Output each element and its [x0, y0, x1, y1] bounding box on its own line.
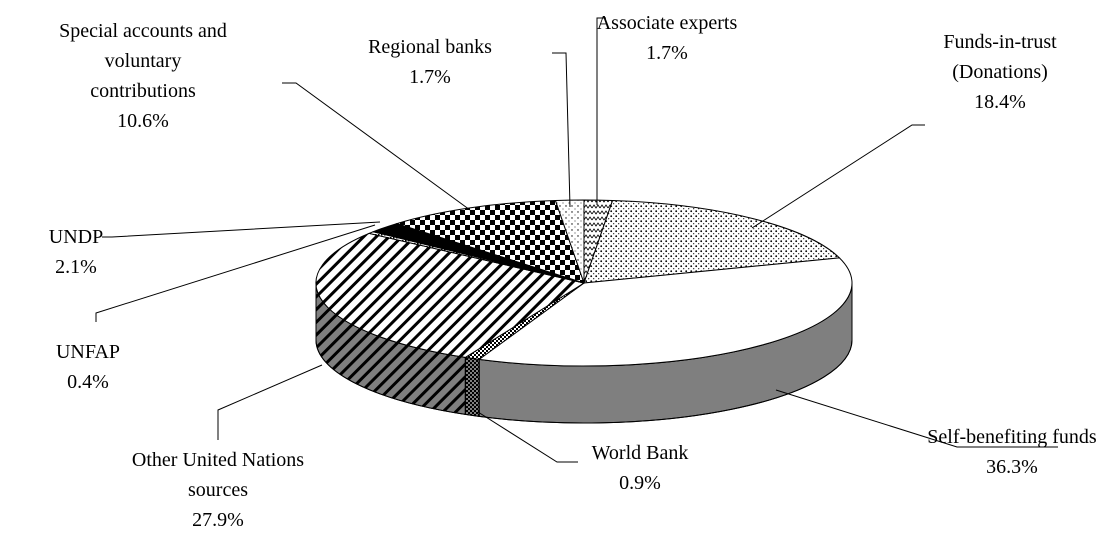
slice-label: World Bank 0.9%	[592, 438, 689, 498]
value-label: 10.6%	[117, 110, 169, 132]
category-name: Self-benefiting funds	[927, 426, 1097, 448]
slice-label: Regional banks 1.7%	[368, 32, 492, 92]
leader-line	[477, 411, 578, 463]
category-name: Special accounts and voluntary contribut…	[59, 20, 227, 102]
leader-line	[596, 17, 606, 205]
value-label: 36.3%	[986, 456, 1038, 478]
slice-label: UNDP 2.1%	[49, 222, 103, 282]
leader-line	[102, 221, 381, 238]
category-name: Other United Nations sources	[131, 449, 305, 501]
slice-label: Special accounts and voluntary contribut…	[59, 16, 227, 136]
leader-line	[751, 124, 925, 229]
slice-label: Funds-in-trust (Donations) 18.4%	[943, 27, 1056, 117]
value-label: 0.4%	[67, 371, 109, 393]
slice-label: Self-benefiting funds 36.3%	[927, 422, 1096, 482]
slice-label: Associate experts 1.7%	[597, 8, 738, 68]
slice	[583, 199, 841, 284]
slice-side-shade	[464, 356, 480, 417]
value-label: 18.4%	[974, 91, 1026, 113]
slice-label: Other United Nations sources 27.9%	[132, 445, 304, 534]
slice-label: UNFAP 0.4%	[56, 337, 120, 397]
value-label: 0.9%	[619, 472, 661, 494]
slice	[395, 199, 585, 284]
leader-line	[95, 224, 376, 322]
category-name: Regional banks	[368, 36, 492, 58]
value-label: 1.7%	[646, 42, 688, 64]
slice	[315, 232, 586, 358]
leader-line	[552, 52, 571, 208]
category-name: World Bank	[591, 442, 689, 464]
category-name: Funds-in-trust (Donations)	[943, 31, 1057, 83]
category-name: UNFAP	[55, 341, 121, 363]
category-name: UNDP	[48, 226, 104, 248]
leader-line	[775, 389, 1058, 448]
leader-line	[217, 364, 323, 440]
value-label: 27.9%	[192, 509, 244, 531]
value-label: 1.7%	[409, 66, 451, 88]
leader-line	[282, 82, 471, 211]
category-name: Associate experts	[596, 12, 738, 34]
value-label: 2.1%	[55, 256, 97, 278]
slice	[477, 257, 853, 367]
